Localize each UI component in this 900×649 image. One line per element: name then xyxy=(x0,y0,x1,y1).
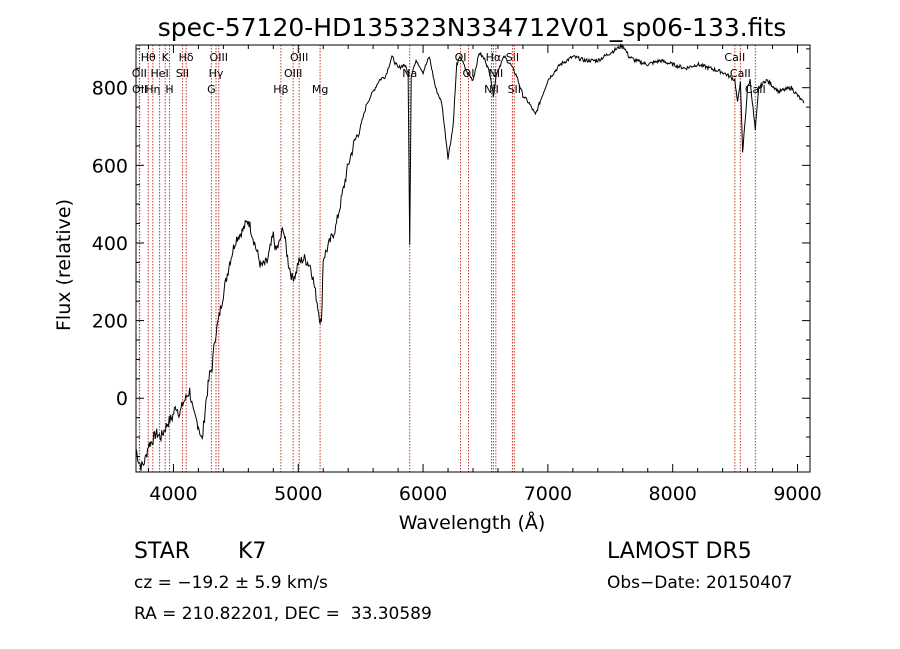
y-tick-label: 800 xyxy=(92,78,128,100)
line-label-19: Hα xyxy=(486,51,502,64)
x-tick-label: 8000 xyxy=(649,483,697,505)
plot-frame xyxy=(135,44,811,473)
line-label-8: SII xyxy=(176,67,189,80)
x-tick-label: 4000 xyxy=(149,483,197,505)
line-label-12: Hβ xyxy=(273,83,288,96)
line-label-3: Hη xyxy=(145,83,160,96)
line-label-13: OIII xyxy=(290,51,308,64)
line-label-10: Hγ xyxy=(209,67,224,80)
line-label-5: HeI xyxy=(150,67,168,80)
line-label-7: Hδ xyxy=(179,51,194,64)
line-label-22: SII xyxy=(506,51,519,64)
x-axis-ticks: 4000 5000 6000 7000 8000 9000 xyxy=(147,45,822,505)
line-label-6: H xyxy=(165,83,173,96)
y-tick-label: 200 xyxy=(92,311,128,333)
y-tick-label: 400 xyxy=(92,233,128,255)
line-label-20: NII xyxy=(488,67,503,80)
line-label-14: OIII xyxy=(284,67,302,80)
x-tick-label: 5000 xyxy=(274,483,322,505)
redshift-info: cz = −19.2 ± 5.9 km/s xyxy=(134,573,328,593)
observation-date: Obs−Date: 20150407 xyxy=(607,573,793,593)
coordinates: RA = 210.82201, DEC = 33.30589 xyxy=(134,604,432,624)
object-subclass: K7 xyxy=(238,539,267,564)
line-label-15: Mg xyxy=(312,83,328,96)
x-tick-label: 9000 xyxy=(773,483,821,505)
line-label-25: CaII xyxy=(730,67,751,80)
x-tick-label: 6000 xyxy=(399,483,447,505)
y-axis-ticks: 0 200 400 600 800 xyxy=(92,48,810,457)
line-label-9: OIII xyxy=(210,51,228,64)
line-label-23: SII xyxy=(508,83,521,96)
line-label-16: Na xyxy=(402,67,417,80)
object-class: STAR xyxy=(134,539,191,564)
line-label-0: Hθ xyxy=(141,51,156,64)
y-axis-label: Flux (relative) xyxy=(53,199,75,331)
x-tick-label: 7000 xyxy=(524,483,572,505)
chart-title: spec-57120-HD135323N334712V01_sp06-133.f… xyxy=(158,13,787,42)
y-tick-label: 0 xyxy=(116,388,128,410)
line-label-4: K xyxy=(162,51,170,64)
x-axis-label: Wavelength (Å) xyxy=(399,511,546,534)
line-label-24: CaII xyxy=(724,51,745,64)
line-label-11: G xyxy=(207,83,216,96)
y-tick-label: 600 xyxy=(92,155,128,177)
spectrum-line xyxy=(135,43,805,471)
survey-name: LAMOST DR5 xyxy=(607,539,752,564)
